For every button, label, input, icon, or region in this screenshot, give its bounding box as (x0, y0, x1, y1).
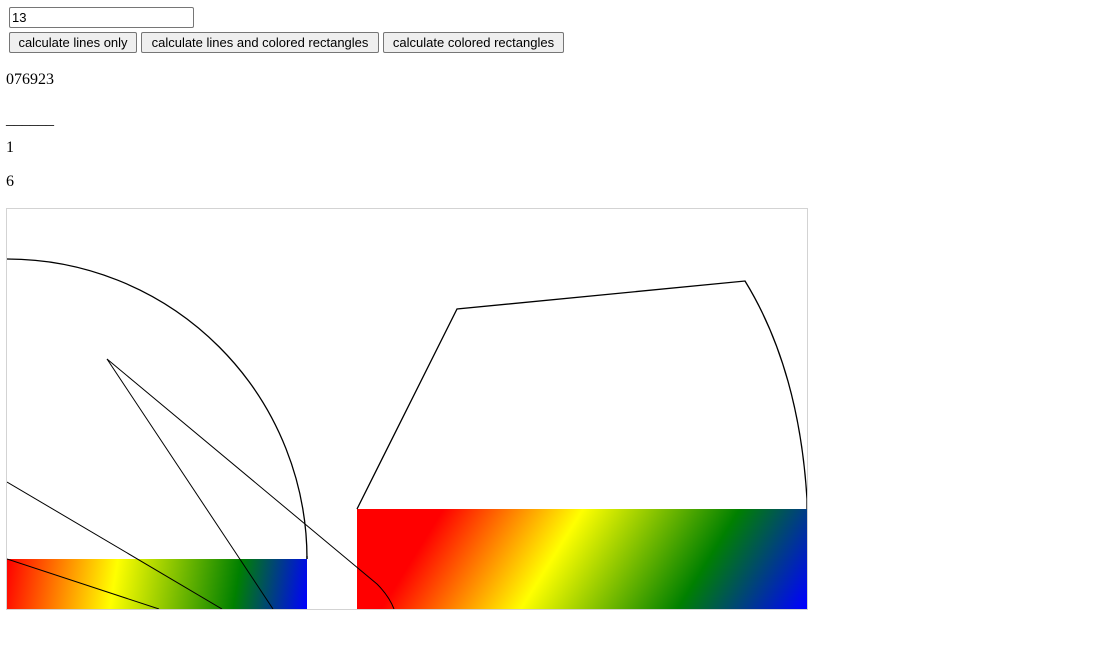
divider-line: ______ (6, 111, 54, 128)
line-lower-left (7, 481, 223, 609)
result-line-one: 1 (6, 139, 14, 156)
right-polygon-outline (356, 280, 807, 510)
calculate-lines-and-rectangles-button[interactable]: calculate lines and colored rectangles (141, 32, 379, 53)
calculate-rectangles-button[interactable]: calculate colored rectangles (383, 32, 564, 53)
line-bottom-left (7, 558, 160, 609)
left-gradient-rectangle (7, 559, 307, 609)
drawing-canvas (6, 208, 808, 610)
repeating-digits-text: 076923 (6, 71, 54, 88)
line-steep (106, 358, 274, 609)
result-line-two: 6 (6, 173, 14, 190)
line-long-diagonal (106, 358, 395, 609)
calculate-lines-only-button[interactable]: calculate lines only (9, 32, 137, 53)
right-gradient-rectangle (357, 509, 807, 609)
number-input[interactable] (9, 7, 194, 28)
drawing-svg (7, 258, 807, 609)
left-arc (7, 258, 308, 560)
